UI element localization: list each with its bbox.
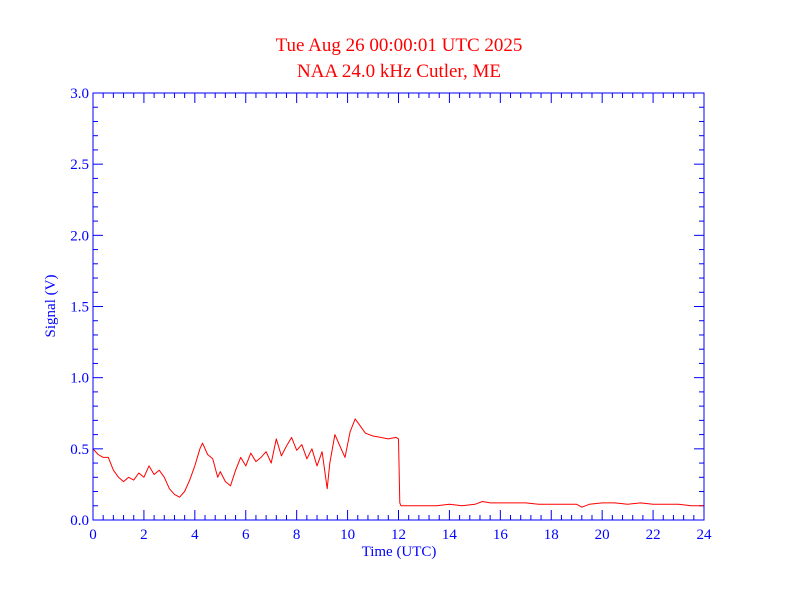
x-tick-label: 8 (293, 527, 301, 543)
x-tick-label: 10 (340, 527, 355, 543)
x-tick-label: 16 (493, 527, 509, 543)
y-tick-label: 2.5 (70, 157, 89, 173)
x-tick-label: 0 (89, 527, 97, 543)
x-tick-label: 14 (442, 527, 458, 543)
y-tick-label: 0.0 (70, 513, 89, 529)
y-tick-label: 1.0 (70, 371, 89, 387)
chart-subtitle: NAA 24.0 kHz Cutler, ME (297, 61, 501, 82)
x-tick-label: 4 (191, 527, 199, 543)
series-layer (92, 418, 704, 508)
x-tick-label: 22 (646, 527, 661, 543)
x-tick-label: 6 (242, 527, 250, 543)
y-tick-label: 1.5 (70, 300, 89, 316)
tick-labels: 0 2 4 6 8 10 12 14 16 18 20 22 240.00.51.01.52.02.53… (70, 86, 712, 543)
plot-frame (92, 92, 705, 521)
y-tick-label: 0.5 (70, 442, 89, 458)
x-tick-label: 20 (595, 527, 610, 543)
y-tick-label: 3.0 (70, 86, 89, 102)
y-axis-title: Signal (V) (43, 275, 59, 338)
y-tick-label: 2.0 (70, 228, 89, 244)
x-tick-label: 24 (697, 527, 713, 543)
x-axis-title: Time (UTC) (362, 544, 437, 560)
x-tick-label: 2 (140, 527, 148, 543)
x-tick-label: 12 (391, 527, 406, 543)
x-tick-label: 18 (544, 527, 559, 543)
chart-title: Tue Aug 26 00:00:01 UTC 2025 (276, 35, 523, 56)
signal-series-line (92, 418, 704, 508)
